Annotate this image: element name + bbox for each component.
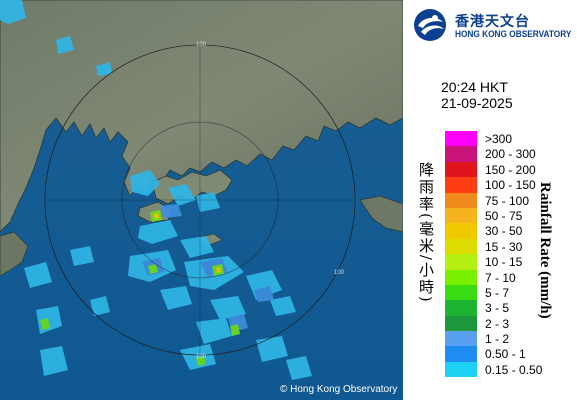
- legend-label: 1 - 2: [485, 332, 510, 347]
- logo-name-zh: 香港天文台: [455, 14, 530, 30]
- legend-row: 5 - 7: [445, 284, 575, 301]
- legend-label: 0.50 - 1: [485, 347, 526, 362]
- legend-color-swatch: [445, 192, 477, 208]
- legend-label: 15 - 30: [485, 239, 523, 254]
- legend-row: 2 - 3: [445, 315, 575, 332]
- legend-row: 75 - 100: [445, 192, 575, 208]
- legend-color-swatch: [445, 146, 477, 162]
- rain-echoes: [0, 0, 312, 380]
- legend-label: 75 - 100: [485, 193, 530, 208]
- legend-label: 0.15 - 0.50: [485, 362, 543, 377]
- legend-label: 2 - 3: [485, 316, 510, 331]
- legend-label: 5 - 7: [485, 285, 510, 300]
- legend-row: 30 - 50: [445, 223, 575, 239]
- legend-color-swatch: [445, 238, 477, 255]
- legend-row: >300: [445, 131, 575, 147]
- legend-color-swatch: [445, 361, 477, 378]
- legend-label: 150 - 200: [485, 162, 536, 177]
- legend-row: 7 - 10: [445, 269, 575, 285]
- legend-color-swatch: [445, 300, 477, 316]
- hko-logo[interactable]: 香港天文台 HONG KONG OBSERVATORY: [413, 8, 573, 42]
- legend-row: 0.50 - 1: [445, 346, 575, 362]
- ring-label-east: 100: [334, 270, 345, 276]
- legend-label: 10 - 15: [485, 255, 523, 270]
- legend-color-swatch: [445, 177, 477, 193]
- ring-label-north: 100: [196, 42, 207, 48]
- legend-label: 50 - 75: [485, 208, 523, 223]
- legend-row: 1 - 2: [445, 331, 575, 347]
- legend-label: 30 - 50: [485, 224, 523, 239]
- legend-row: 50 - 75: [445, 207, 575, 224]
- legend-row: 0.15 - 0.50: [445, 361, 575, 378]
- radar-map-graphic: 100 100 100: [0, 0, 404, 400]
- legend-color-swatch: [445, 131, 477, 147]
- radar-map[interactable]: 100 100 100 © Hong Kong Observatory: [0, 0, 404, 400]
- hko-logo-icon: [414, 9, 446, 41]
- legend-row: 150 - 200: [445, 161, 575, 178]
- legend-row: 200 - 300: [445, 146, 575, 162]
- legend-label: 7 - 10: [485, 270, 516, 285]
- legend-color-swatch: [445, 161, 477, 178]
- legend-color-swatch: [445, 315, 477, 332]
- legend-color-swatch: [445, 269, 477, 285]
- info-panel: 香港天文台 HONG KONG OBSERVATORY 20:24 HKT 21…: [403, 0, 577, 400]
- legend-label: 100 - 150: [485, 178, 536, 193]
- legend-color-swatch: [445, 223, 477, 239]
- legend-label: >300: [485, 132, 513, 146]
- legend-row: 15 - 30: [445, 238, 575, 255]
- legend-row: 3 - 5: [445, 300, 575, 316]
- west-coast-land: [0, 231, 29, 277]
- legend-label: 3 - 5: [485, 301, 510, 316]
- legend-color-swatch: [445, 207, 477, 224]
- observation-date: 21-09-2025: [441, 95, 513, 111]
- legend-row: 100 - 150: [445, 177, 575, 193]
- legend-title-zh: 降雨率(毫米/小時): [417, 162, 435, 304]
- legend-label: 200 - 300: [485, 147, 536, 162]
- rainfall-legend: >300 200 - 300 150 - 200 100 - 150 75 - 100 5…: [445, 131, 575, 378]
- legend-color-swatch: [445, 331, 477, 347]
- map-copyright: © Hong Kong Observatory: [280, 384, 398, 395]
- legend-color-swatch: [445, 346, 477, 362]
- logo-name-en: HONG KONG OBSERVATORY: [455, 29, 572, 39]
- ring-label-south: 100: [196, 354, 207, 360]
- hong-kong-land: [151, 169, 233, 205]
- range-rings: [44, 44, 356, 356]
- legend-row: 10 - 15: [445, 254, 575, 270]
- observation-time: 20:24 HKT: [441, 79, 508, 95]
- legend-color-swatch: [445, 254, 477, 270]
- legend-title-en: Rainfall Rate (mm/h): [537, 182, 553, 319]
- legend-color-swatch: [445, 284, 477, 301]
